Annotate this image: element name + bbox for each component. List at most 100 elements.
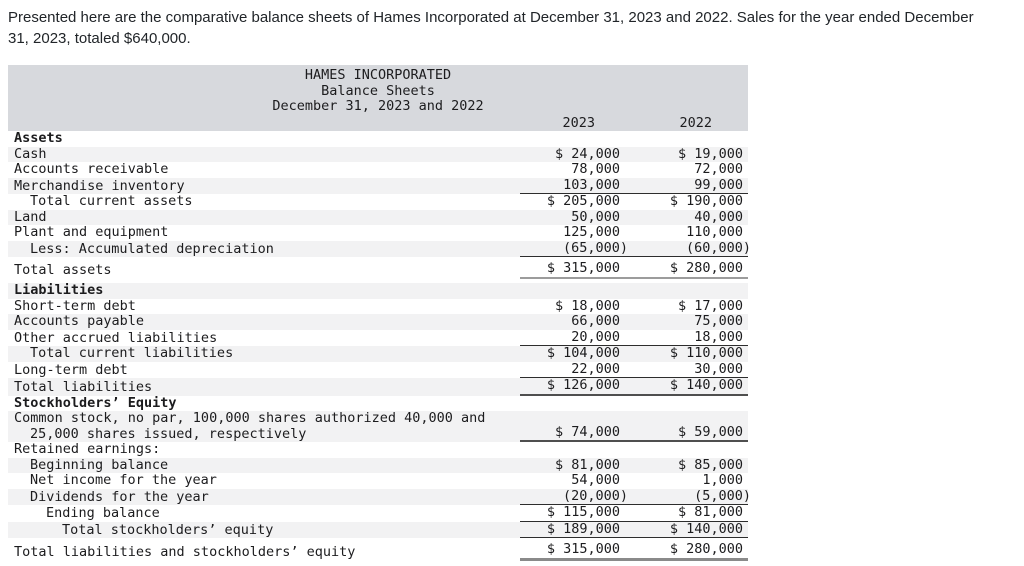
row-values: $ 74,000 $ 59,000 — [520, 423, 748, 442]
value-2022: $ 190,000 — [669, 193, 743, 209]
value-2023: $ 189,000 — [546, 520, 620, 537]
table-title-band: HAMES INCORPORATED Balance Sheets Decemb… — [8, 65, 748, 131]
row-label: Ending balance — [46, 505, 160, 521]
table-row: Other accrued liabilities 20,000 18,000 — [8, 328, 748, 346]
row-values: 22,000 30,000 — [520, 360, 748, 378]
value-2022: $ 140,000 — [669, 520, 743, 537]
value-2022: $ 140,000 — [669, 377, 743, 393]
table-row: Stockholders’ Equity — [8, 394, 748, 412]
row-values: 78,000 72,000 — [520, 161, 748, 178]
row-values: 103,000 99,000 — [520, 176, 748, 194]
row-values: $ 205,000 $ 190,000 — [520, 193, 748, 210]
value-2022: $ 280,000 — [669, 260, 743, 276]
value-2023: $ 315,000 — [546, 541, 620, 557]
table-row: Retained earnings: — [8, 441, 748, 458]
row-label: Total liabilities and stockholders’ equi… — [14, 544, 356, 560]
value-2023: 22,000 — [571, 360, 620, 377]
table-row: Plant and equipment 125,000 110,000 — [8, 224, 748, 241]
row-values: $ 115,000 $ 81,000 — [520, 504, 748, 522]
value-2023: 78,000 — [571, 161, 620, 177]
row-values: (65,000) (60,000) — [520, 239, 751, 257]
table-row: Total assets $ 315,000 $ 280,000 — [8, 257, 748, 283]
table-row: Total liabilities and stockholders’ equi… — [8, 538, 748, 565]
value-2023: $ 205,000 — [546, 193, 620, 209]
row-label: Net income for the year — [30, 472, 217, 488]
table-row: Total current assets $ 205,000 $ 190,000 — [8, 193, 748, 210]
value-2023: $ 24,000 — [554, 145, 620, 162]
column-headers: 2023 2022 — [520, 114, 748, 132]
value-2023: 20,000 — [571, 328, 620, 345]
table-row: Net income for the year 54,000 1,000 — [8, 472, 748, 489]
value-2023: $ 18,000 — [554, 297, 620, 314]
row-label: Beginning balance — [30, 456, 169, 473]
table-row: Liabilities — [8, 282, 748, 299]
value-2022: $ 17,000 — [677, 297, 743, 314]
row-values: $ 104,000 $ 110,000 — [520, 345, 748, 362]
value-2022: 110,000 — [686, 224, 743, 240]
statement-title: Balance Sheets — [321, 82, 435, 99]
table-row: Total liabilities $ 126,000 $ 140,000 — [8, 377, 748, 396]
value-2022: 40,000 — [694, 208, 743, 225]
row-label: Stockholders’ Equity — [14, 394, 177, 411]
table-row: Ending balance $ 115,000 $ 81,000 — [8, 504, 748, 522]
row-label: Total current liabilities — [30, 345, 234, 361]
table-row: Land 50,000 40,000 — [8, 208, 748, 226]
row-label: Other accrued liabilities — [14, 329, 218, 346]
value-2023: $ 74,000 — [554, 423, 620, 440]
row-label: Common stock, no par, 100,000 shares aut… — [14, 410, 486, 442]
table-row: Accounts receivable 78,000 72,000 — [8, 161, 748, 178]
value-2023: (65,000) — [562, 239, 628, 256]
row-label: Retained earnings: — [14, 441, 161, 457]
row-values: 50,000 40,000 — [520, 208, 748, 226]
table-row: Dividends for the year (20,000) (5,000) — [8, 487, 751, 505]
row-values: 54,000 1,000 — [520, 472, 748, 489]
value-2022: 30,000 — [694, 360, 743, 377]
balance-sheet-table: HAMES INCORPORATED Balance Sheets Decemb… — [8, 65, 751, 565]
row-label: Dividends for the year — [30, 488, 209, 505]
value-2022: 72,000 — [694, 161, 743, 177]
value-2023: $ 81,000 — [554, 456, 620, 473]
table-row: Assets — [8, 130, 748, 147]
value-2023: 125,000 — [563, 224, 620, 240]
value-2023: 103,000 — [563, 176, 620, 193]
value-2023: 66,000 — [571, 313, 620, 329]
value-2022: 1,000 — [702, 472, 743, 488]
row-label: Total assets — [14, 262, 112, 278]
row-values: (20,000) (5,000) — [520, 487, 751, 505]
value-2022: (60,000) — [685, 239, 751, 256]
row-values: $ 189,000 $ 140,000 — [520, 520, 748, 538]
row-label: Less: Accumulated depreciation — [30, 240, 274, 257]
table-row: Accounts payable 66,000 75,000 — [8, 313, 748, 330]
row-values: 66,000 75,000 — [520, 313, 748, 330]
table-row: Long-term debt 22,000 30,000 — [8, 360, 748, 378]
table-row: Less: Accumulated depreciation (65,000) … — [8, 239, 751, 257]
value-2023: $ 315,000 — [546, 260, 620, 276]
value-2023: 50,000 — [571, 208, 620, 225]
value-2022: (5,000) — [694, 487, 751, 504]
value-2023: $ 104,000 — [546, 345, 620, 361]
value-2023: $ 126,000 — [546, 377, 620, 393]
value-2022: 75,000 — [694, 313, 743, 329]
value-2023: $ 115,000 — [546, 504, 620, 520]
row-label: Plant and equipment — [14, 224, 169, 240]
company-name: HAMES INCORPORATED — [304, 67, 452, 83]
problem-statement: Presented here are the comparative balan… — [8, 9, 974, 47]
value-2022: $ 110,000 — [669, 345, 743, 361]
row-label: Liabilities — [14, 282, 104, 298]
row-values: $ 315,000 $ 280,000 — [520, 260, 748, 279]
value-2022: 99,000 — [694, 176, 743, 193]
value-2022: $ 85,000 — [677, 456, 743, 473]
row-label: Assets — [14, 130, 63, 146]
column-header-2023: 2023 — [562, 114, 595, 131]
row-values: $ 81,000 $ 85,000 — [520, 456, 748, 474]
value-2023: (20,000) — [562, 487, 628, 504]
value-2022: $ 59,000 — [677, 423, 743, 440]
table-row: Total current liabilities $ 104,000 $ 11… — [8, 345, 748, 362]
row-label: Accounts payable — [14, 313, 145, 329]
table-row: Cash $ 24,000 $ 19,000 — [8, 145, 748, 162]
table-row: Short-term debt $ 18,000 $ 17,000 — [8, 297, 748, 315]
table-row: Total stockholders’ equity $ 189,000 $ 1… — [8, 520, 748, 538]
column-header-spacer — [8, 116, 520, 132]
row-values: $ 18,000 $ 17,000 — [520, 297, 748, 315]
